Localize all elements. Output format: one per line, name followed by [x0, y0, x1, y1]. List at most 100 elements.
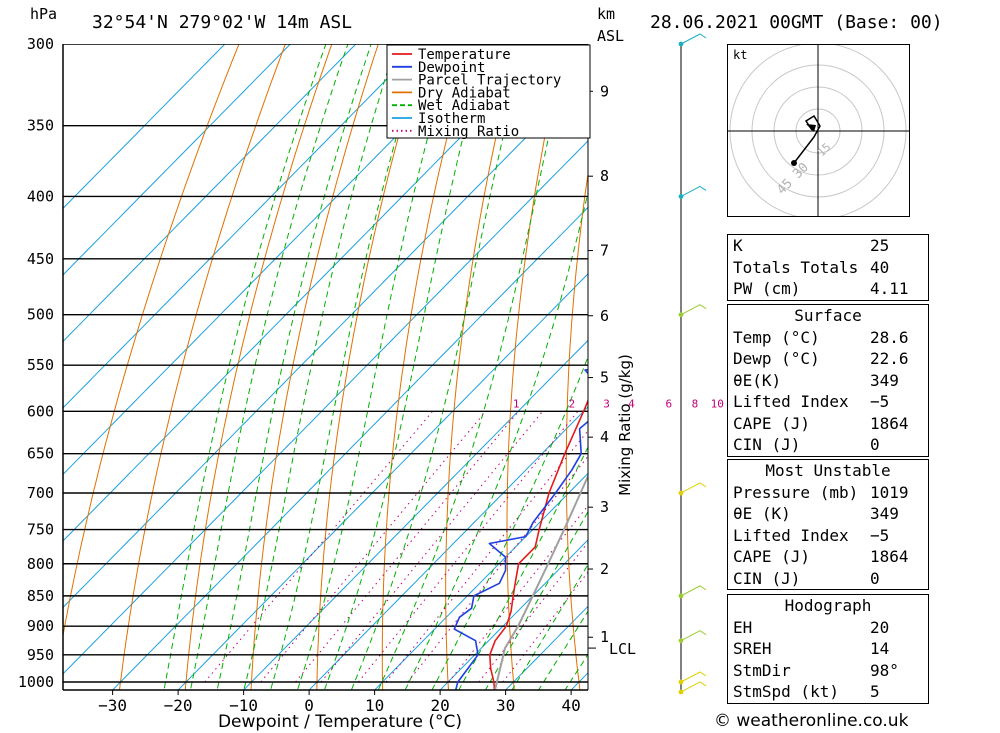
surface-title: Surface — [794, 306, 862, 325]
temperature-series — [489, 398, 588, 690]
wind-barb — [680, 482, 707, 494]
asl-label: ASL — [597, 27, 625, 45]
most-unstable-title: Most Unstable — [765, 461, 891, 480]
index-row-totals: Totals Totals 40 — [733, 257, 890, 277]
pressure-tick-label: 350 — [27, 117, 54, 135]
legend-label: Wet Adiabat — [418, 98, 511, 114]
mu-row-pressure: Pressure (mb) 1019 — [733, 482, 909, 502]
x-tick-label: 30 — [496, 696, 515, 715]
isotherm-line — [439, 539, 588, 690]
copyright-link[interactable]: © weatheronline.co.uk — [714, 711, 909, 731]
isotherm-line — [111, 206, 588, 690]
km-tick-label: 4 — [600, 428, 609, 446]
wind-barb — [680, 185, 707, 197]
index-row-pw: PW (cm) 4.11 — [733, 279, 909, 298]
pressure-tick-label: 850 — [27, 587, 54, 605]
wet-adiabat-line — [404, 190, 588, 690]
wet-adiabat-line — [537, 610, 588, 690]
x-axis-title: Dewpoint / Temperature (°C) — [218, 712, 462, 732]
lcl-label: LCL — [609, 640, 636, 658]
wet-adiabat-line — [243, 44, 397, 690]
dry-adiabat-line — [184, 44, 333, 690]
mixing-ratio-label: 6 — [665, 397, 672, 410]
mixing-ratio-label: 3 — [603, 397, 610, 410]
isotherm-line — [63, 44, 357, 343]
mixing-ratio-axis-title: Mixing Ratio (g/kg) — [616, 354, 634, 496]
hodo-row-stmspd: StmSpd (kt) 5 — [733, 682, 880, 701]
pressure-tick-label: 800 — [27, 555, 54, 573]
wind-barb — [680, 585, 707, 597]
dry-adiabat-line — [982, 26, 1000, 708]
isotherm-line — [63, 44, 292, 276]
pressure-tick-label: 550 — [27, 356, 54, 374]
wet-adiabat-line — [431, 355, 588, 690]
x-tick-label: 20 — [430, 696, 449, 715]
dry-adiabat-line — [316, 44, 426, 690]
mixing-ratio-label: 4 — [628, 397, 635, 410]
mu-row-thetae: θE (K) 349 — [733, 504, 899, 523]
km-tick-label: 7 — [600, 242, 609, 260]
isotherm-line — [63, 44, 423, 409]
wind-barb — [680, 304, 707, 316]
surface-row-dewp: Dewp (°C) 22.6 — [733, 349, 909, 368]
pressure-tick-label: 750 — [27, 521, 54, 539]
surface-row-li: Lifted Index −5 — [733, 392, 890, 411]
dry-adiabat-line — [250, 44, 379, 690]
most-unstable-panel: Most Unstable Pressure (mb) 1019 θE (K) 34… — [727, 459, 929, 590]
legend-label: Temperature — [418, 47, 511, 63]
wet-adiabat-line — [216, 44, 372, 690]
wind-barb — [680, 681, 707, 693]
isotherm-line — [308, 406, 588, 690]
pressure-tick-label: 700 — [27, 484, 54, 502]
surface-row-cin: CIN (J) 0 — [733, 435, 880, 454]
hodo-ring-label-45: 45 — [774, 176, 796, 198]
isotherm-line — [63, 140, 588, 675]
wind-barb — [680, 630, 707, 642]
isotherm-line — [242, 339, 588, 690]
mu-row-cin: CIN (J) 0 — [733, 568, 880, 588]
hodograph-plot: 45 30 15 kt — [728, 45, 909, 216]
x-tick-label: −10 — [229, 696, 258, 715]
mu-row-cape: CAPE (J) 1864 — [733, 547, 909, 566]
legend-label: Dry Adiabat — [418, 85, 511, 101]
pressure-tick-label: 1000 — [18, 673, 54, 691]
hodo-row-sreh: SREH 14 — [733, 639, 890, 658]
legend-label: Dewpoint — [418, 60, 485, 76]
km-tick-label: 8 — [600, 167, 609, 185]
dry-adiabat-line — [445, 44, 519, 690]
km-tick-label: 2 — [600, 560, 609, 578]
legend-label: Mixing Ratio — [418, 124, 519, 140]
mixing-ratio-label: 2 — [569, 397, 576, 410]
surface-panel: Surface Temp (°C) 28.6 Dewp (°C) 22.6 θE(K… — [727, 304, 929, 457]
dewpoint-series — [453, 368, 588, 690]
hodo-row-eh: EH 20 — [733, 617, 890, 637]
hodo-endpoint — [791, 160, 797, 166]
hodograph-stats-title: Hodograph — [784, 596, 872, 615]
wind-barb — [680, 33, 707, 45]
km-label: km — [597, 5, 616, 23]
km-tick-label: 9 — [600, 82, 609, 100]
isotherm-line — [373, 472, 588, 690]
wet-adiabat-line — [377, 44, 571, 690]
km-tick-label: 5 — [600, 369, 609, 387]
pressure-tick-label: 650 — [27, 445, 54, 463]
x-tick-label: −30 — [98, 696, 127, 715]
pressure-tick-label: 300 — [27, 35, 54, 53]
legend-box — [386, 44, 591, 139]
hodo-row-stmdir: StmDir 98° — [733, 660, 899, 680]
dry-adiabat-line — [935, 26, 1000, 708]
surface-row-temp: Temp (°C) 28.6 — [733, 327, 909, 347]
pressure-tick-label: 400 — [27, 187, 54, 205]
wet-adiabat-line — [189, 44, 349, 690]
wet-adiabat-line — [350, 44, 527, 690]
surface-row-cape: CAPE (J) 1864 — [733, 413, 909, 433]
mixing-ratio-line — [407, 455, 588, 683]
wet-adiabat-line — [296, 44, 454, 690]
mixing-ratio-line — [295, 410, 519, 683]
hodo-storm-marker — [806, 124, 816, 132]
legend-label: Isotherm — [418, 111, 485, 127]
index-row-k: K 25 — [733, 236, 890, 255]
x-tick-label: 0 — [304, 696, 314, 715]
mixing-ratio-label: 1 — [513, 397, 520, 410]
